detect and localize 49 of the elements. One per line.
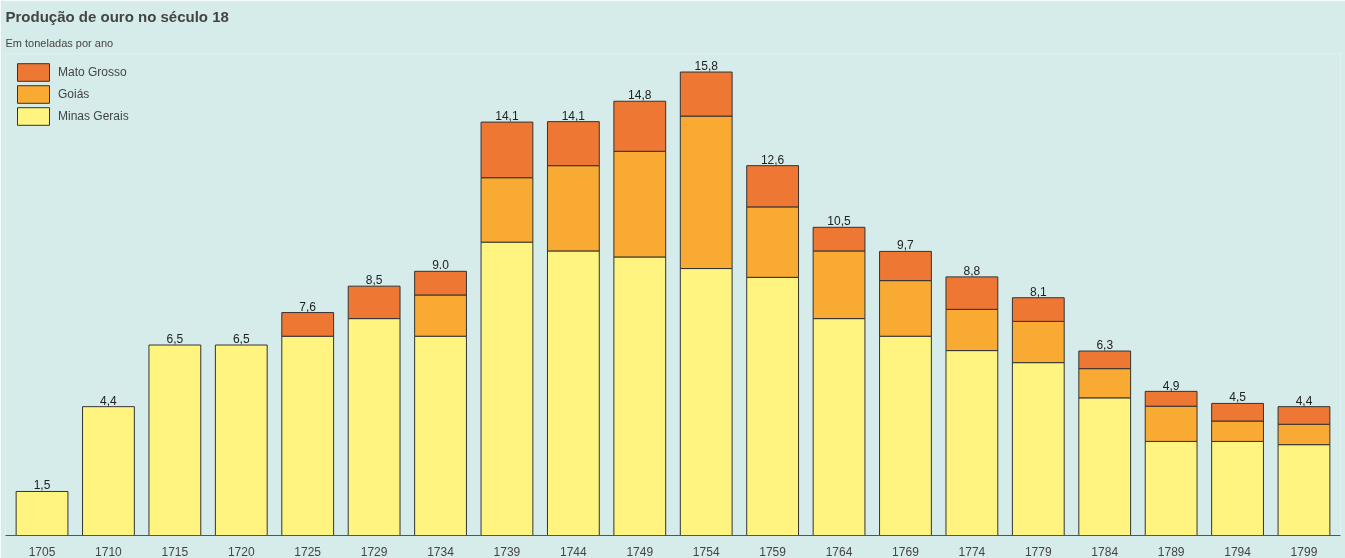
chart-subtitle: Em toneladas por ano: [5, 36, 114, 49]
annotation: 4,4: [100, 393, 118, 408]
annotation: 15,8: [694, 59, 719, 74]
annotation: 4,5: [1229, 390, 1247, 405]
annotation: 6,5: [232, 332, 250, 347]
annotation: 12,6: [760, 153, 785, 168]
chart-title: Produção de ouro no século 18: [5, 7, 229, 25]
annotation: 1,5: [33, 478, 51, 493]
annotation: 14,8: [628, 88, 652, 103]
legend-label: Goiás: [58, 87, 90, 101]
x-tick-label: 1799: [1290, 544, 1318, 558]
x-tick-label: 1705: [28, 544, 56, 558]
annotation: 4,4: [1295, 393, 1313, 408]
legend-label: Minas Gerais: [58, 109, 129, 123]
annotation: 9,7: [897, 237, 915, 252]
x-tick-label: 1715: [161, 544, 189, 558]
x-tick-label: 1789: [1157, 544, 1185, 558]
x-tick-label: 1739: [493, 544, 521, 558]
annotation: 8,8: [963, 264, 981, 279]
x-tick-label: 1784: [1091, 544, 1119, 558]
annotation: 6,5: [166, 332, 184, 347]
annotation: 6,3: [1096, 337, 1114, 352]
bar: [82, 406, 135, 536]
annotation: 7,6: [299, 299, 317, 314]
x-tick-label: 1779: [1024, 544, 1052, 558]
x-tick-label: 1774: [958, 544, 986, 558]
x-tick-label: 1710: [95, 544, 123, 558]
x-tick-label: 1794: [1224, 544, 1252, 558]
x-tick-label: 1759: [759, 544, 787, 558]
x-tick-label: 1725: [294, 544, 322, 558]
x-tick-label: 1744: [560, 544, 588, 558]
x-tick-label: 1734: [427, 544, 455, 558]
x-tick-label: 1729: [360, 544, 388, 558]
annotation: 8,1: [1029, 284, 1047, 299]
bar: [15, 490, 69, 536]
annotation: 10,5: [827, 214, 852, 229]
legend-label: Mato Grosso: [58, 65, 127, 79]
x-tick-label: 1720: [227, 544, 255, 558]
x-tick-label: 1769: [892, 544, 920, 558]
x-tick-label: 1754: [692, 544, 720, 558]
bar: [214, 344, 268, 536]
bar: [148, 344, 202, 536]
annotation: 9.0: [432, 258, 450, 273]
annotation: 14,1: [495, 109, 519, 124]
annotation: 8,5: [365, 273, 383, 288]
x-tick-label: 1749: [626, 544, 654, 558]
x-tick-label: 1764: [825, 544, 853, 558]
annotation: 14,1: [561, 109, 586, 124]
annotation: 4,9: [1162, 378, 1180, 393]
